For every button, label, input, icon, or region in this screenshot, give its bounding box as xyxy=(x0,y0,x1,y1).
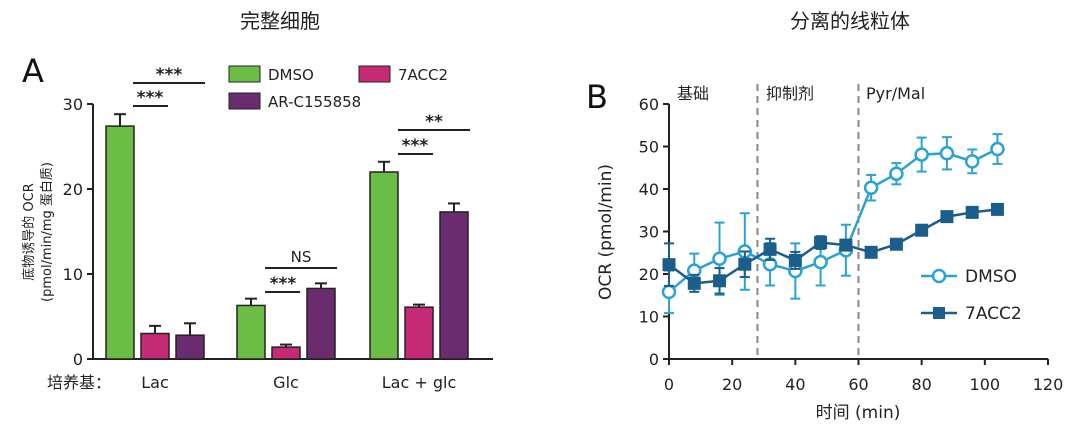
point-dmso xyxy=(813,254,828,270)
sig-label-lac-top: *** xyxy=(156,65,183,85)
legend-swatch-dmso xyxy=(228,65,261,83)
x-axis-label: 时间 (min) xyxy=(816,403,901,423)
point-7acc2 xyxy=(990,202,1004,216)
legend-label-dmso: DMSO xyxy=(965,267,1017,287)
significance-brackets: *** *** NS *** ** *** xyxy=(133,65,470,294)
panel-b-label: B xyxy=(586,78,608,116)
x-tick-label: Lac + glc xyxy=(382,373,457,392)
point-dmso xyxy=(863,180,879,195)
x-tick-label: 20 xyxy=(722,375,742,394)
y-tick-label: 10 xyxy=(63,265,83,284)
sig-label-mix-top: ** xyxy=(425,112,443,132)
y-tick-label: 10 xyxy=(639,308,659,327)
x-tick-label: 0 xyxy=(664,375,674,394)
y-axis-label-text: 底物诱导的 OCR (pmol/min/mg 蛋白质) xyxy=(21,162,55,302)
point-dmso xyxy=(712,251,727,266)
x-tick-label: 60 xyxy=(848,375,868,394)
legend-marker-dmso xyxy=(931,268,947,284)
panel-b-legend: DMSO 7ACC2 xyxy=(921,267,1022,324)
phase-label-pyr-mal: Pyr/Mal xyxy=(866,84,925,103)
bar-ar-c155858-glc xyxy=(306,287,336,360)
point-7acc2 xyxy=(763,242,777,256)
x-tick-label: 80 xyxy=(911,375,931,394)
panel-b-series xyxy=(661,133,1005,315)
bar-7acc2-glc xyxy=(271,346,301,360)
x-tick-label: Lac xyxy=(141,373,169,392)
panel-a-y-axis-label: 底物诱导的 OCR (pmol/min/mg 蛋白质) xyxy=(21,162,55,302)
point-7acc2 xyxy=(687,276,701,290)
y-tick-label: 30 xyxy=(639,223,659,242)
y-tick-label: 30 xyxy=(63,95,83,114)
y-tick-label: 0 xyxy=(649,350,659,369)
y-tick-label: 20 xyxy=(639,265,659,284)
panel-a-section-title: 完整细胞 xyxy=(240,9,320,33)
point-dmso xyxy=(939,146,955,161)
point-dmso xyxy=(990,141,1005,157)
panel-a-bar-chart: A 底物诱导的 OCR (pmol/min/mg 蛋白质) 培养基： 0 10 20 3… xyxy=(21,52,493,392)
legend-swatch-7acc2 xyxy=(358,65,391,83)
panel-b-line-chart: B 0 10 20 30 40 50 60 0 20 40 60 80 100 120 时间 (min) OC… xyxy=(586,78,1063,423)
point-7acc2 xyxy=(889,237,903,251)
bar-ar-c155858-lac-glc xyxy=(439,211,469,360)
bar-7acc2-lac xyxy=(140,332,170,360)
legend-label-7acc2: 7ACC2 xyxy=(965,304,1022,324)
media-label: 培养基： xyxy=(47,373,111,392)
y-tick-label: 40 xyxy=(639,180,659,199)
panel-a-bars xyxy=(105,113,469,360)
series-7acc2 xyxy=(662,202,1004,295)
point-7acc2 xyxy=(965,205,979,219)
point-dmso xyxy=(661,284,677,300)
panel-a-label: A xyxy=(22,52,44,90)
legend-marker-7acc2 xyxy=(933,307,945,319)
point-7acc2 xyxy=(864,245,878,259)
panel-a-legend: DMSO 7ACC2 AR-C155858 xyxy=(228,65,448,111)
bar-dmso-lac-glc xyxy=(369,171,399,360)
sig-label-glc-top: NS xyxy=(291,248,312,266)
point-7acc2 xyxy=(839,238,853,252)
bar-ar-c155858-lac xyxy=(175,334,205,360)
point-7acc2 xyxy=(738,257,752,271)
point-dmso xyxy=(889,166,904,181)
bar-7acc2-lac-glc xyxy=(404,306,434,360)
x-tick-label: Glc xyxy=(273,373,299,392)
x-tick-label: 100 xyxy=(970,375,1001,394)
legend-label-7acc2: 7ACC2 xyxy=(398,66,448,84)
point-7acc2 xyxy=(814,236,828,250)
legend-swatch-ar-c155858 xyxy=(228,92,261,110)
bar-dmso-lac xyxy=(105,125,135,360)
legend-label-ar-c155858: AR-C155858 xyxy=(268,93,361,111)
point-7acc2 xyxy=(940,210,954,224)
point-7acc2 xyxy=(915,223,929,237)
sig-label-mix-inner: *** xyxy=(402,136,429,156)
point-dmso xyxy=(914,147,929,162)
legend-label-dmso: DMSO xyxy=(268,66,314,84)
point-7acc2 xyxy=(788,253,802,267)
y-axis-label-line: 底物诱导的 OCR xyxy=(21,183,37,280)
phase-label-basal: 基础 xyxy=(677,84,709,103)
y-tick-label: 50 xyxy=(639,138,659,157)
panel-b-axes: 0 10 20 30 40 50 60 0 20 40 60 80 100 120 时间 (min) OCR … xyxy=(596,84,1063,423)
phase-labels: 基础 抑制剂 Pyr/Mal xyxy=(677,84,925,103)
y-axis-label: OCR (pmol/min) xyxy=(596,164,616,300)
phase-label-inhibitor: 抑制剂 xyxy=(766,84,814,103)
point-7acc2 xyxy=(713,274,727,288)
panel-b-section-title: 分离的线粒体 xyxy=(790,9,910,33)
y-tick-label: 60 xyxy=(639,95,659,114)
point-7acc2 xyxy=(662,258,676,272)
point-dmso xyxy=(964,154,980,169)
bar-dmso-glc xyxy=(236,304,266,360)
x-tick-label: 120 xyxy=(1033,375,1064,394)
y-tick-label: 20 xyxy=(63,180,83,199)
y-axis-label-line: (pmol/min/mg 蛋白质) xyxy=(39,162,55,302)
sig-label-glc-inner: *** xyxy=(270,274,297,294)
sig-label-lac-inner: *** xyxy=(137,88,164,108)
y-tick-label: 0 xyxy=(73,350,83,369)
x-tick-label: 40 xyxy=(785,375,805,394)
